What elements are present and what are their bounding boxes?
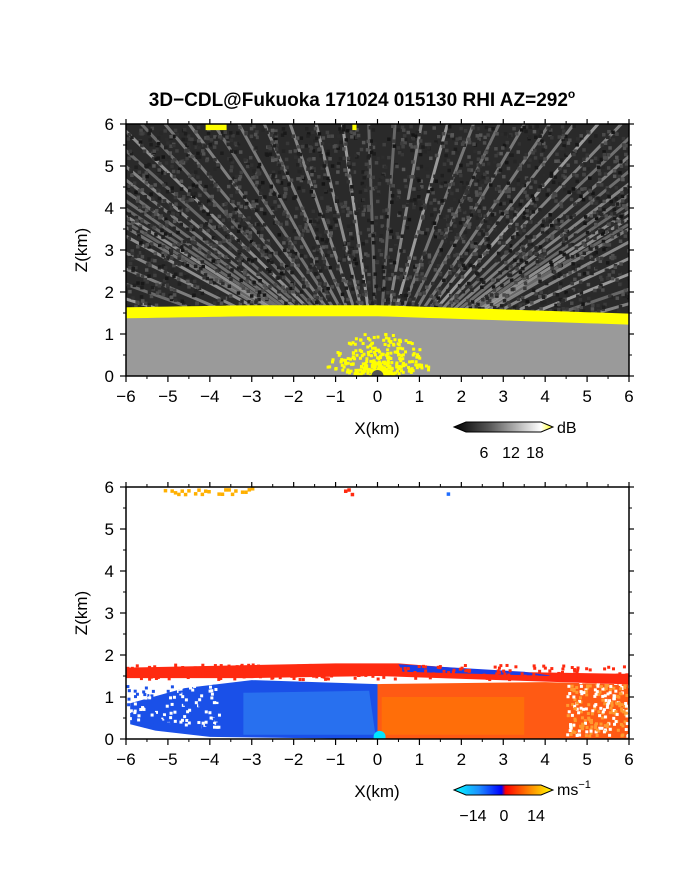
velocity-y-label: Z(km) <box>72 591 91 635</box>
velocity-x-tick-label: 2 <box>457 750 466 769</box>
velocity-y-tick-label: 1 <box>105 688 114 707</box>
velocity-x-tick-label: 1 <box>415 750 424 769</box>
reflectivity-colorbar: dB 6 12 18 <box>454 420 577 462</box>
velocity-x-tick-label: −1 <box>326 750 345 769</box>
reflectivity-x-tick-label: −2 <box>284 387 303 406</box>
reflectivity-y-label: Z(km) <box>72 228 91 272</box>
velocity-colorbar-tick-label: −14 <box>459 808 486 825</box>
reflectivity-y-tick-label: 4 <box>105 199 114 218</box>
velocity-x-tick-label: −2 <box>284 750 303 769</box>
velocity-x-tick-label: 3 <box>499 750 508 769</box>
reflectivity-x-tick-label: −3 <box>242 387 261 406</box>
reflectivity-y-tick-label: 1 <box>105 325 114 344</box>
reflectivity-x-tick-label: 2 <box>457 387 466 406</box>
velocity-image <box>126 487 632 743</box>
velocity-y-tick-label: 4 <box>105 562 114 581</box>
reflectivity-y-tick-label: 2 <box>105 283 114 302</box>
reflectivity-x-tick-label: 0 <box>373 387 382 406</box>
reflectivity-image <box>0 103 680 382</box>
velocity-x-tick-label: −5 <box>158 750 177 769</box>
velocity-colorbar-tick-label: 0 <box>500 808 509 825</box>
velocity-x-tick-label: 4 <box>540 750 549 769</box>
velocity-aloft-echo <box>447 492 451 496</box>
velocity-y-tick-label: 6 <box>105 478 114 497</box>
velocity-colorbar-tick-label: 14 <box>527 808 545 825</box>
reflectivity-aloft-echo <box>352 124 356 130</box>
velocity-region-receding <box>374 680 632 743</box>
reflectivity-colorbar-unit: dB <box>557 420 577 437</box>
velocity-x-label: X(km) <box>354 782 399 801</box>
reflectivity-x-tick-label: 6 <box>624 387 633 406</box>
velocity-y-tick-label: 2 <box>105 646 114 665</box>
reflectivity-y-tick-label: 5 <box>105 157 114 176</box>
velocity-x-tick-label: −4 <box>200 750 219 769</box>
velocity-y-tick-label: 0 <box>105 730 114 749</box>
reflectivity-colorbar-tick-label: 12 <box>502 445 520 462</box>
reflectivity-x-tick-label: −1 <box>326 387 345 406</box>
velocity-x-tick-label: 5 <box>582 750 591 769</box>
reflectivity-y-tick-label: 3 <box>105 241 114 260</box>
reflectivity-x-tick-label: −5 <box>158 387 177 406</box>
reflectivity-y-tick-label: 6 <box>105 115 114 134</box>
velocity-x-tick-label: −3 <box>242 750 261 769</box>
reflectivity-x-tick-label: −6 <box>116 387 135 406</box>
velocity-x-tick-label: 0 <box>373 750 382 769</box>
reflectivity-colorbar-tick-label: 6 <box>480 445 489 462</box>
velocity-colorbar: ms−1 −14 0 14 <box>454 779 591 825</box>
velocity-colorbar-bar <box>454 785 553 795</box>
reflectivity-colorbar-tick-label: 18 <box>526 445 544 462</box>
chart-title: 3D−CDL@Fukuoka 171024 015130 RHI AZ=292o <box>149 87 576 111</box>
velocity-x-tick-label: −6 <box>116 750 135 769</box>
velocity-y-tick-label: 3 <box>105 604 114 623</box>
reflectivity-x-tick-label: 1 <box>415 387 424 406</box>
velocity-y-tick-label: 5 <box>105 520 114 539</box>
reflectivity-x-tick-label: −4 <box>200 387 219 406</box>
reflectivity-x-label: X(km) <box>354 419 399 438</box>
reflectivity-x-tick-label: 3 <box>499 387 508 406</box>
velocity-colorbar-unit: ms−1 <box>557 779 591 799</box>
reflectivity-x-tick-label: 5 <box>582 387 591 406</box>
velocity-x-tick-label: 6 <box>624 750 633 769</box>
reflectivity-colorbar-bar <box>454 422 553 432</box>
reflectivity-aloft-echo <box>206 124 227 130</box>
reflectivity-x-tick-label: 4 <box>540 387 549 406</box>
reflectivity-y-tick-label: 0 <box>105 367 114 386</box>
